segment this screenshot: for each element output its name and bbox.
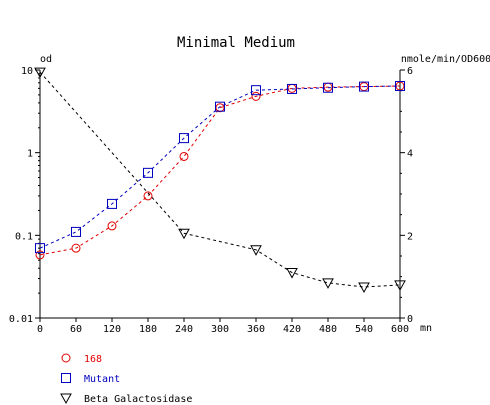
legend: 168 Mutant Beta Galactosidase <box>60 353 192 405</box>
data-point-2 <box>286 268 298 279</box>
y-right-tick-label: 2 <box>407 231 413 242</box>
data-point-1 <box>215 101 225 112</box>
y-right-tick-label: 6 <box>407 66 413 77</box>
y-left-tick-label: 0.1 <box>15 231 33 242</box>
x-tick-label: 120 <box>103 324 121 335</box>
x-tick-label: 540 <box>355 324 373 335</box>
x-tick-label: 600 <box>391 324 409 335</box>
data-point-2 <box>394 280 406 291</box>
y-right-tick-label: 4 <box>407 149 413 160</box>
legend-label-0: 168 <box>84 354 102 365</box>
series-line-1 <box>39 85 401 249</box>
data-point-1 <box>107 198 117 209</box>
x-axis-label: mn <box>420 323 432 334</box>
legend-label-2: Beta Galactosidase <box>84 394 192 405</box>
series-line-2 <box>39 71 401 288</box>
data-point-2 <box>34 67 46 79</box>
data-point-0 <box>179 151 189 161</box>
y-axis-left-label: od <box>40 54 52 65</box>
x-tick-label: 240 <box>175 324 193 335</box>
data-point-0 <box>107 221 117 231</box>
data-point-0 <box>143 191 153 201</box>
data-point-1 <box>179 133 189 144</box>
y-left-tick-label: 1 <box>27 149 33 160</box>
x-tick-label: 480 <box>319 324 337 335</box>
data-point-2 <box>250 245 262 256</box>
legend-marker-2 <box>60 393 72 405</box>
y-right-tick-label: 0 <box>407 314 413 325</box>
x-tick-label: 60 <box>70 324 82 335</box>
x-tick-label: 180 <box>139 324 157 335</box>
data-point-0 <box>71 243 81 253</box>
y-left-tick-label: 0.01 <box>9 314 33 325</box>
legend-marker-1 <box>61 373 71 383</box>
legend-marker-0 <box>61 353 71 363</box>
data-point-2 <box>322 278 334 289</box>
x-tick-label: 360 <box>247 324 265 335</box>
data-point-1 <box>395 81 405 92</box>
y-axis-right-label: nmole/min/OD600 <box>401 54 490 65</box>
data-point-1 <box>71 226 81 237</box>
plot-area <box>34 67 406 294</box>
data-point-1 <box>251 85 261 96</box>
data-point-0 <box>215 103 225 113</box>
x-tick-label: 420 <box>283 324 301 335</box>
data-point-1 <box>323 82 333 93</box>
data-point-1 <box>143 167 153 178</box>
data-point-0 <box>35 250 45 260</box>
data-point-0 <box>251 91 261 101</box>
x-tick-label: 300 <box>211 324 229 335</box>
chart-title: Minimal Medium <box>177 35 295 51</box>
data-point-2 <box>358 282 370 294</box>
data-point-1 <box>287 83 297 94</box>
data-point-1 <box>35 243 45 254</box>
data-point-2 <box>178 228 190 240</box>
axes: 0 60 120 180 240 300 360 420 480 540 6001010.10.01… <box>9 66 413 335</box>
y-left-tick-label: 10 <box>21 66 33 77</box>
data-point-1 <box>359 81 369 92</box>
legend-label-1: Mutant <box>84 374 120 385</box>
x-tick-label: 0 <box>37 324 43 335</box>
